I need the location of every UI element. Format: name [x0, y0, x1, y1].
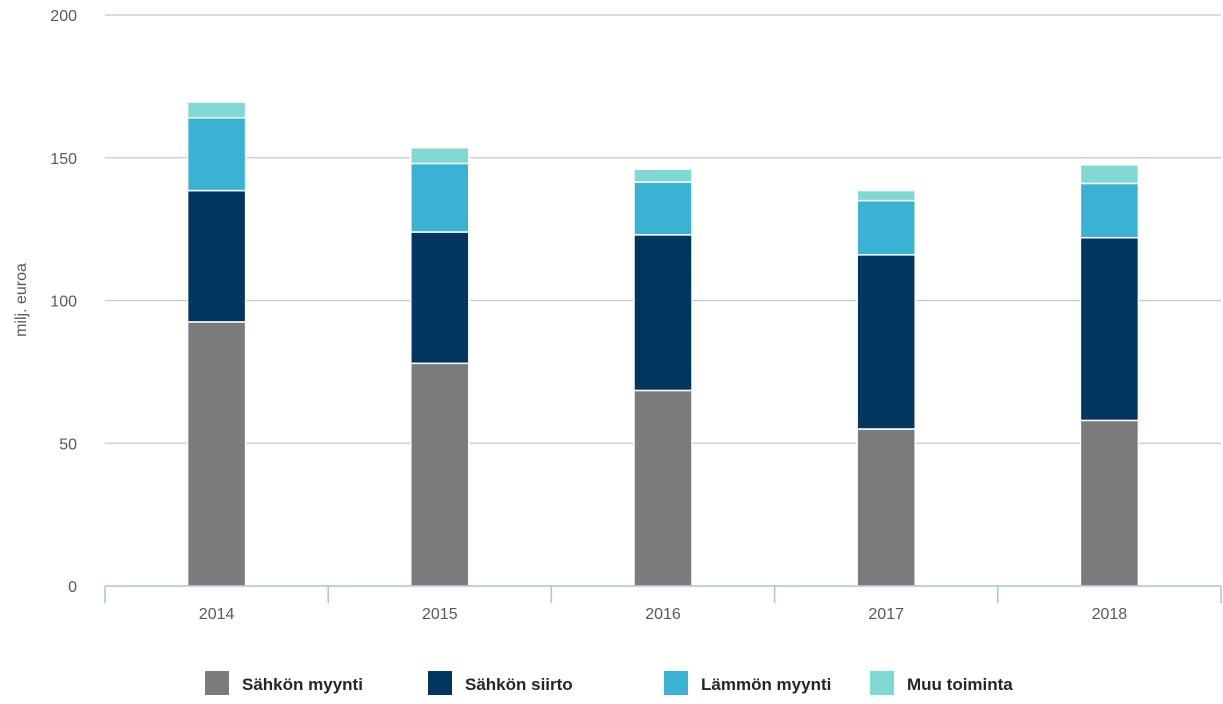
y-axis-label: milj. euroa [13, 263, 30, 337]
x-axis [104, 585, 1222, 603]
bar-segment [1079, 419, 1140, 587]
x-tick-label: 2014 [199, 606, 235, 623]
legend-label: Muu toiminta [907, 675, 1013, 694]
legend-label: Sähkön siirto [465, 675, 573, 694]
legend-swatch [205, 671, 229, 695]
legend-label: Sähkön myynti [242, 675, 363, 694]
bar-segment [186, 117, 247, 192]
legend-item: Lämmön myynti [664, 671, 831, 695]
bar-stack [856, 189, 916, 587]
bar-segment [1079, 164, 1140, 185]
bar-stack [1079, 164, 1140, 587]
legend-swatch [870, 671, 894, 695]
legend-item: Sähkön siirto [428, 671, 573, 695]
x-tick-label: 2016 [645, 606, 681, 623]
y-tick-label: 50 [59, 436, 77, 453]
bar-segment [186, 321, 247, 587]
x-tick-label: 2018 [1092, 606, 1128, 623]
x-axis-ticks: 2014 2015 2016 2017 2018 [199, 606, 1127, 623]
bar-segment [856, 254, 916, 430]
y-tick-label: 200 [50, 8, 77, 25]
bar-segment [410, 231, 470, 365]
bar-stack [186, 101, 247, 587]
legend-swatch [428, 671, 452, 695]
x-tick-label: 2015 [422, 606, 458, 623]
bars [186, 101, 1140, 587]
bar-segment [1079, 182, 1140, 239]
bar-segment [633, 181, 693, 236]
bar-segment [410, 162, 470, 233]
legend-item: Muu toiminta [870, 671, 1013, 695]
bar-stack [410, 147, 470, 587]
bar-segment [856, 189, 916, 202]
bar-segment [186, 189, 247, 323]
bar-segment [1079, 236, 1140, 422]
bar-segment [410, 147, 470, 165]
bar-segment [633, 168, 693, 183]
bar-segment [633, 234, 693, 392]
legend: Sähkön myynti Sähkön siirto Lämmön myynti M… [205, 671, 1013, 695]
x-tick-label: 2017 [868, 606, 904, 623]
legend-swatch [664, 671, 688, 695]
y-axis-ticks: 0 50 100 150 200 [50, 8, 77, 596]
bar-segment [186, 101, 247, 119]
y-tick-label: 150 [50, 151, 77, 168]
y-tick-label: 100 [50, 294, 77, 311]
bar-segment [856, 199, 916, 256]
legend-item: Sähkön myynti [205, 671, 363, 695]
bar-segment [633, 389, 693, 587]
y-tick-label: 0 [68, 579, 77, 596]
bar-segment [410, 362, 470, 587]
bar-segment [856, 428, 916, 587]
legend-label: Lämmön myynti [701, 675, 831, 694]
bar-stack [633, 168, 693, 587]
